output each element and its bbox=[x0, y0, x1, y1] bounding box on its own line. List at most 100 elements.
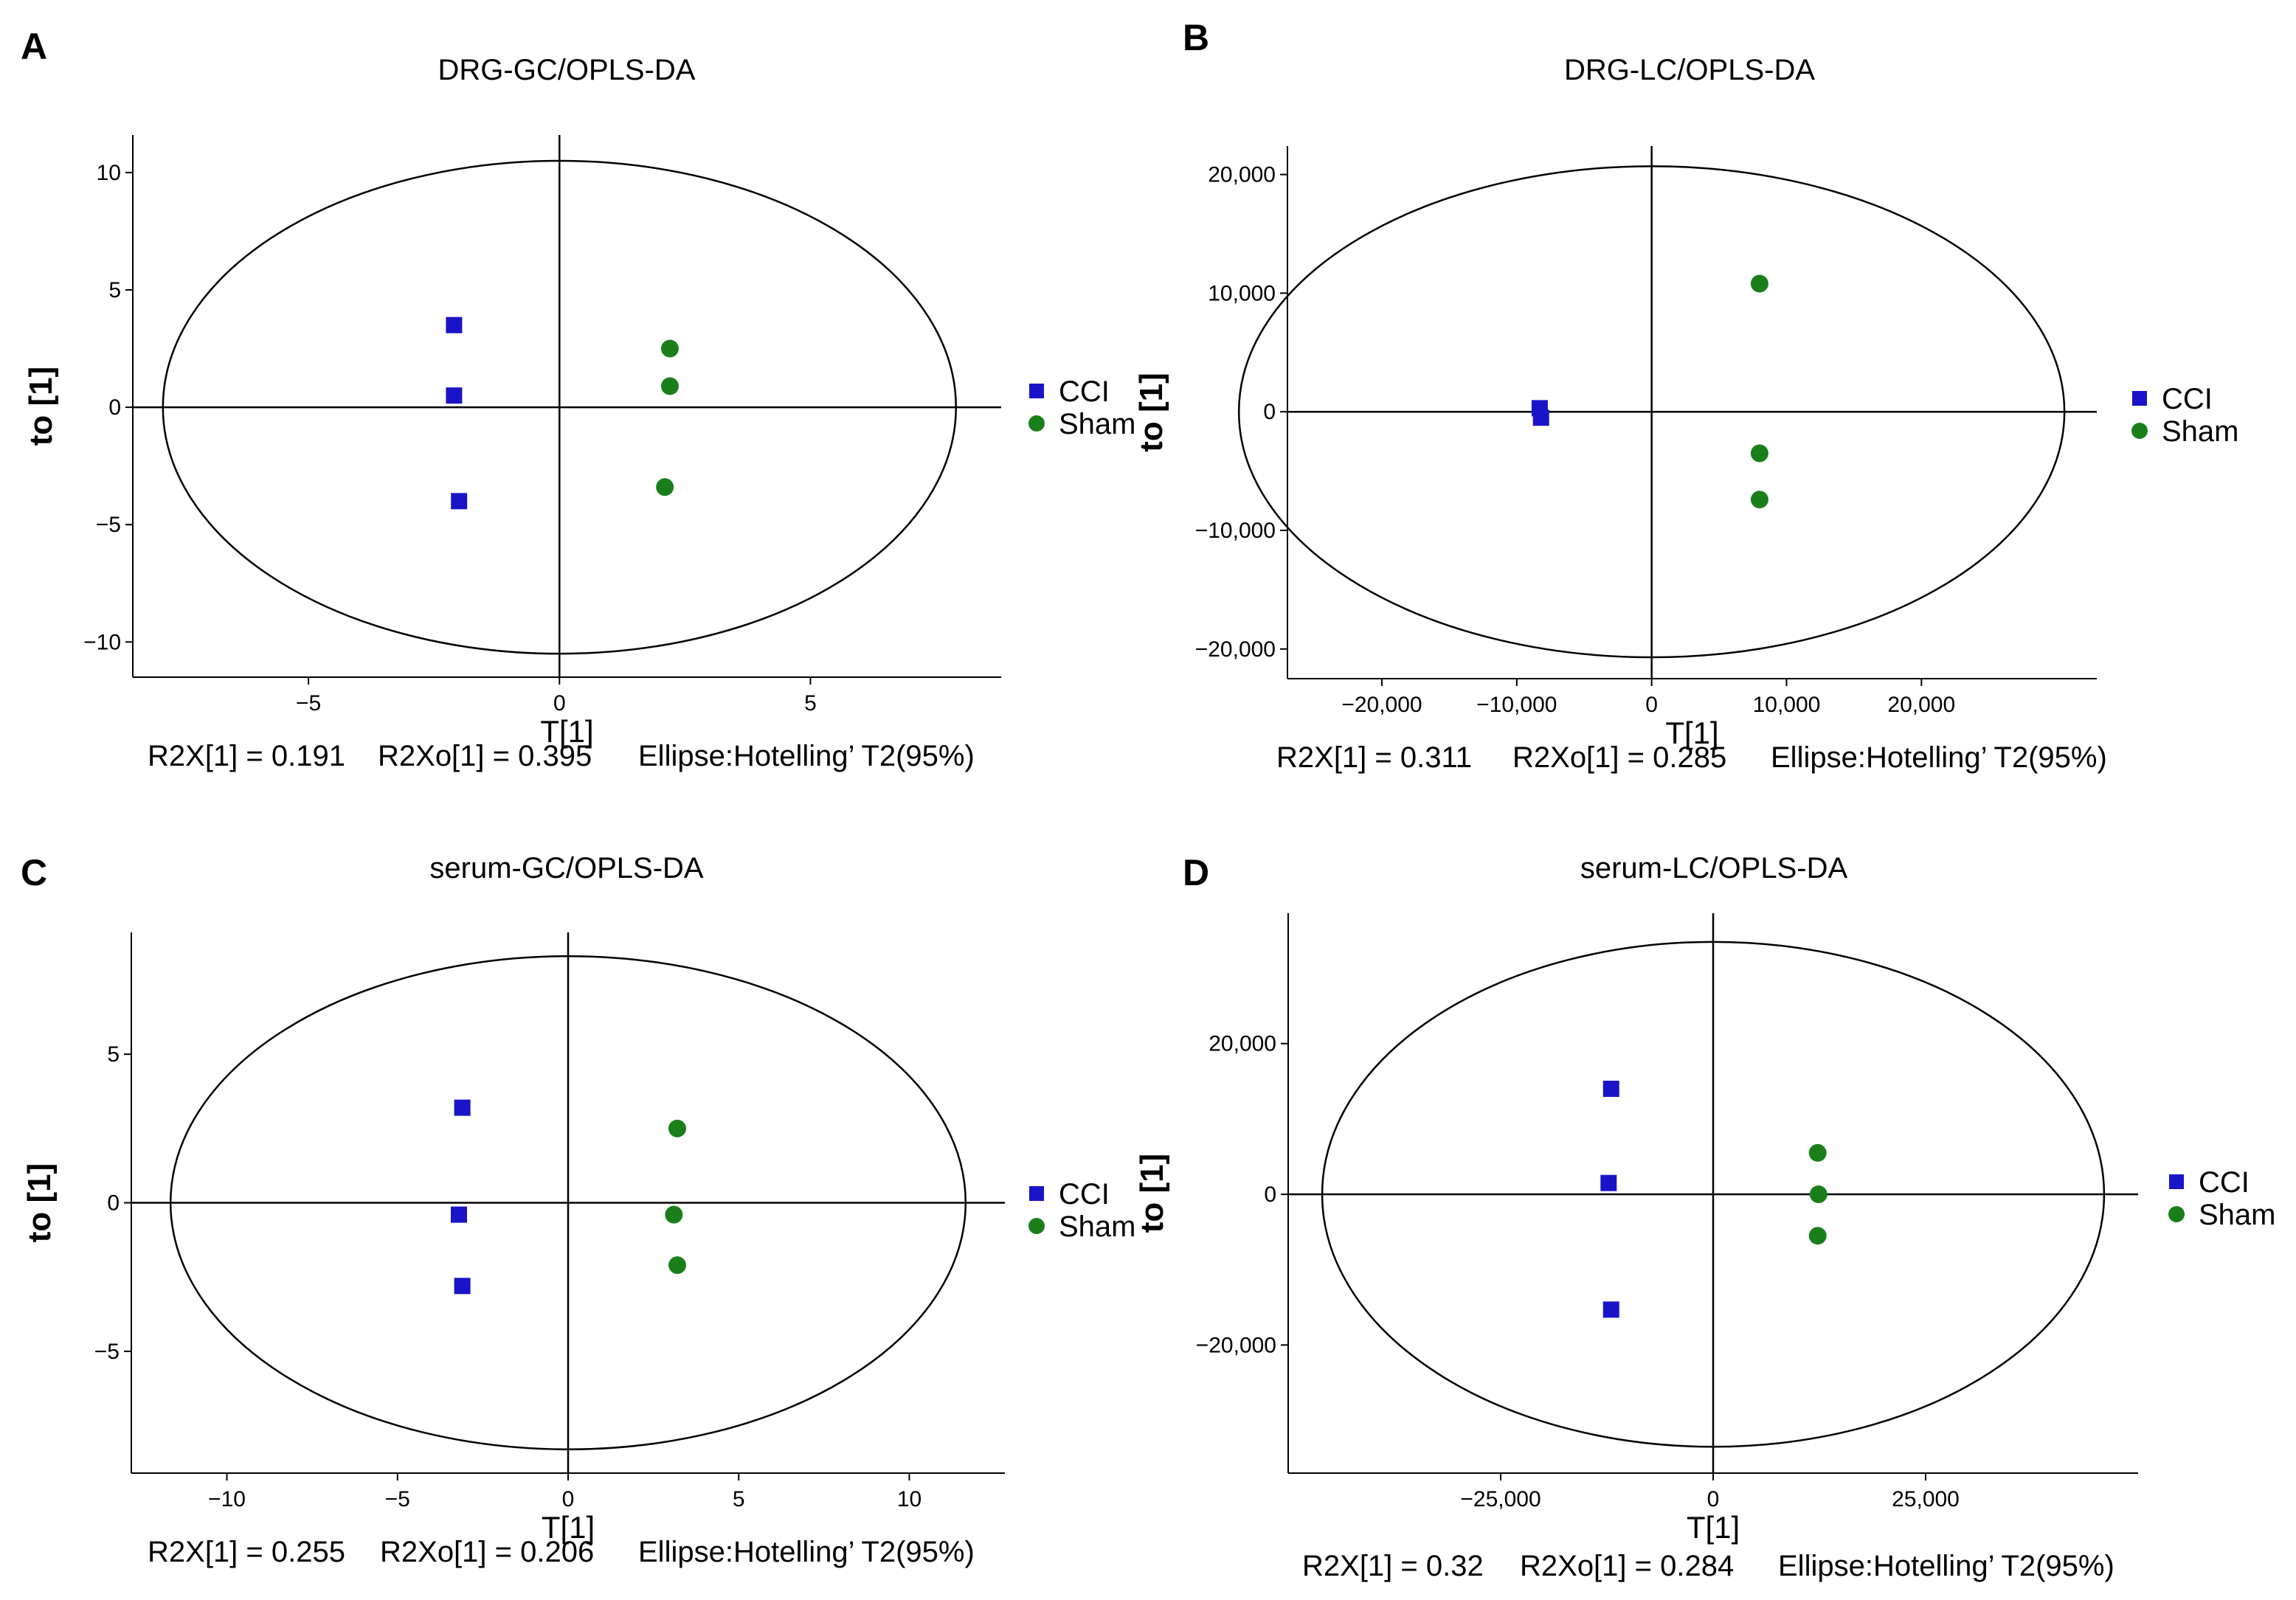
y-tick-label: 20,000 bbox=[1208, 1032, 1276, 1056]
data-point-sham bbox=[1750, 491, 1768, 509]
chart-title: serum-LC/OPLS-DA bbox=[1580, 852, 1848, 884]
data-point-cci bbox=[446, 316, 463, 333]
legend-marker-sham bbox=[1028, 415, 1045, 432]
chart-title: serum-GC/OPLS-DA bbox=[429, 852, 703, 884]
x-axis-label: T[1] bbox=[540, 714, 593, 749]
x-tick-label: 0 bbox=[562, 1487, 575, 1511]
x-tick-label: 10,000 bbox=[1753, 693, 1821, 717]
x-tick-label: 5 bbox=[733, 1487, 745, 1511]
panel-letter: B bbox=[1183, 17, 1209, 58]
legend-label: CCI bbox=[1059, 375, 1110, 408]
legend-label: Sham bbox=[1059, 1211, 1136, 1243]
data-point-sham bbox=[660, 377, 679, 395]
stat-ellipse: Ellipse:Hotelling’ T2(95%) bbox=[638, 1536, 975, 1568]
x-tick-label: 25,000 bbox=[1892, 1487, 1960, 1511]
x-tick-label: −25,000 bbox=[1460, 1487, 1541, 1511]
y-tick-label: −5 bbox=[96, 513, 121, 537]
stat-r2x: R2X[1] = 0.32 bbox=[1302, 1550, 1484, 1582]
y-tick-label: −10 bbox=[83, 630, 121, 654]
data-point-cci bbox=[1602, 1301, 1619, 1318]
x-tick-label: −10,000 bbox=[1476, 693, 1557, 717]
legend-label: CCI bbox=[1059, 1178, 1110, 1211]
data-point-cci bbox=[454, 1278, 471, 1295]
data-point-cci bbox=[451, 493, 468, 510]
panel-letter: A bbox=[21, 26, 47, 67]
y-axis-label: to [1] bbox=[23, 367, 59, 446]
x-axis-label: T[1] bbox=[1665, 716, 1718, 750]
y-tick-label: −5 bbox=[94, 1340, 120, 1364]
legend-marker-cci bbox=[2132, 391, 2147, 406]
chart-title: DRG-GC/OPLS-DA bbox=[438, 54, 696, 86]
x-tick-label: 10 bbox=[897, 1487, 921, 1511]
data-point-sham bbox=[665, 1205, 683, 1224]
y-axis-label: to [1] bbox=[1133, 373, 1169, 452]
data-point-cci bbox=[451, 1206, 467, 1223]
y-tick-label: 0 bbox=[107, 1191, 120, 1216]
x-tick-label: −5 bbox=[296, 691, 321, 716]
y-tick-label: −20,000 bbox=[1195, 637, 1276, 662]
legend-label: CCI bbox=[2199, 1166, 2250, 1199]
stat-r2x: R2X[1] = 0.311 bbox=[1276, 741, 1472, 774]
data-point-sham bbox=[1809, 1185, 1828, 1204]
x-tick-label: −20,000 bbox=[1341, 693, 1422, 717]
x-tick-label: −10 bbox=[208, 1487, 246, 1511]
x-tick-label: 5 bbox=[804, 691, 817, 716]
stat-ellipse: Ellipse:Hotelling’ T2(95%) bbox=[1778, 1550, 2115, 1582]
hotelling-ellipse bbox=[1237, 165, 2066, 659]
x-tick-label: −5 bbox=[385, 1487, 410, 1511]
y-tick-label: 5 bbox=[108, 278, 121, 302]
legend-marker-sham bbox=[2168, 1206, 2185, 1222]
legend-marker-sham bbox=[2131, 423, 2148, 439]
legend-marker-cci bbox=[1029, 384, 1044, 398]
panel-letter: C bbox=[21, 852, 47, 893]
legend-label: Sham bbox=[2199, 1199, 2276, 1231]
data-point-sham bbox=[1808, 1227, 1827, 1245]
data-point-sham bbox=[660, 339, 679, 358]
data-point-sham bbox=[1750, 274, 1768, 293]
y-tick-label: −20,000 bbox=[1196, 1333, 1276, 1357]
stat-r2xo: R2Xo[1] = 0.284 bbox=[1520, 1550, 1734, 1582]
hotelling-ellipse bbox=[169, 955, 967, 1451]
panel-b: B DRG-LC/OPLS-DA −20,000 −10,000 0 10,000 20,0… bbox=[1133, 17, 2239, 774]
data-point-sham bbox=[668, 1119, 686, 1137]
legend-marker-cci bbox=[1029, 1186, 1044, 1201]
y-tick-label: 0 bbox=[108, 395, 121, 420]
x-tick-label: 20,000 bbox=[1887, 693, 1955, 717]
stat-r2x: R2X[1] = 0.191 bbox=[148, 740, 345, 772]
legend-marker-cci bbox=[2169, 1174, 2184, 1189]
y-tick-label: −10,000 bbox=[1195, 519, 1276, 543]
x-tick-label: 0 bbox=[1707, 1487, 1720, 1511]
stat-r2x: R2X[1] = 0.255 bbox=[148, 1536, 345, 1568]
legend-label: CCI bbox=[2162, 383, 2213, 415]
data-point-sham bbox=[668, 1256, 686, 1275]
panel-letter: D bbox=[1183, 852, 1209, 893]
y-tick-label: 10,000 bbox=[1208, 281, 1276, 305]
legend-label: Sham bbox=[2162, 415, 2239, 448]
y-tick-label: 5 bbox=[107, 1042, 120, 1067]
x-tick-label: 0 bbox=[553, 691, 566, 716]
data-point-sham bbox=[1808, 1143, 1827, 1162]
stat-ellipse: Ellipse:Hotelling’ T2(95%) bbox=[1771, 741, 2107, 774]
panel-a: A DRG-GC/OPLS-DA −5 0 5 10 5 0 −5 −10 T[1] to [1] CC… bbox=[21, 26, 1136, 772]
y-tick-label: 0 bbox=[1263, 400, 1276, 424]
stat-ellipse: Ellipse:Hotelling’ T2(95%) bbox=[638, 740, 975, 772]
data-point-cci bbox=[454, 1099, 471, 1116]
y-axis-label: to [1] bbox=[21, 1163, 58, 1243]
y-tick-label: 20,000 bbox=[1208, 163, 1276, 187]
data-point-cci bbox=[1600, 1174, 1617, 1191]
data-point-cci bbox=[1602, 1081, 1619, 1098]
stat-r2xo: R2Xo[1] = 0.395 bbox=[378, 740, 592, 772]
y-tick-label: 0 bbox=[1264, 1182, 1276, 1207]
data-point-cci bbox=[446, 387, 463, 404]
y-tick-label: 10 bbox=[97, 161, 121, 185]
legend-label: Sham bbox=[1059, 408, 1136, 440]
data-point-cci bbox=[1532, 409, 1549, 426]
hotelling-ellipse bbox=[162, 159, 958, 655]
